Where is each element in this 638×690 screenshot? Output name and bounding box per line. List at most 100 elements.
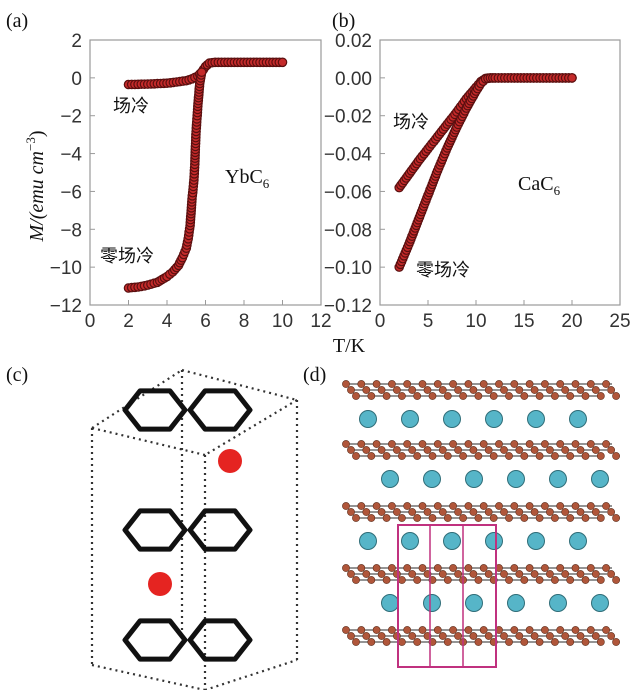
carbon-atom [495, 380, 503, 388]
carbon-atom [443, 638, 452, 646]
carbon-atom [602, 502, 610, 510]
unit-cell-box [90, 368, 299, 690]
hexagon-ring [122, 618, 188, 662]
carbon-atom [541, 626, 549, 634]
y-tick-label: −8 [60, 220, 82, 241]
carbon-atom [382, 452, 391, 460]
carbon-atom [352, 514, 360, 522]
carbon-atom [352, 638, 360, 646]
hexagon-ring [122, 508, 188, 552]
carbon-atom [464, 380, 473, 388]
carbon-atom [377, 570, 386, 578]
carbon-atom [515, 570, 524, 578]
calcium-layer [359, 410, 587, 428]
carbon-atom [397, 638, 406, 646]
carbon-layer [342, 502, 620, 522]
carbon-atom [556, 502, 565, 510]
cell-edge [91, 369, 183, 429]
carbon-atom [387, 564, 396, 572]
carbon-atom [413, 638, 422, 646]
carbon-atom [556, 626, 565, 634]
carbon-atom [387, 380, 396, 388]
carbon-atom [397, 514, 406, 522]
carbon-atom [367, 514, 376, 522]
series-label-zero-field-cooled: 零场冷 [416, 260, 470, 281]
carbon-atom [392, 632, 401, 640]
carbon-atom [510, 502, 519, 510]
carbon-atom [438, 508, 447, 516]
cell-edge [181, 368, 298, 402]
carbon-atom [586, 502, 595, 510]
carbon-atom [392, 386, 401, 394]
carbon-atom [403, 380, 412, 388]
carbon-atom [612, 514, 620, 522]
carbon-atom [464, 440, 473, 448]
carbon-atom [500, 446, 508, 454]
carbon-atom [530, 446, 539, 454]
carbon-atom [571, 626, 580, 634]
y-tick-label: −0.08 [324, 220, 372, 241]
calcium-atom [359, 532, 377, 550]
carbon-atom [571, 502, 580, 510]
carbon-atom [571, 440, 580, 448]
calcium-atom [591, 594, 609, 612]
series-zero-field-cooled [123, 67, 207, 293]
carbon-atom [474, 576, 483, 584]
carbon-atom [495, 502, 503, 510]
carbon-atom [581, 576, 590, 584]
carbon-atom [377, 632, 386, 640]
carbon-atom [443, 452, 452, 460]
carbon-atom [479, 440, 488, 448]
data-point [567, 73, 577, 83]
carbon-atom [397, 452, 406, 460]
carbon-atom [342, 564, 350, 572]
data-point [196, 67, 207, 77]
carbon-atom [561, 508, 570, 516]
carbon-atom [520, 638, 529, 646]
compound-label-base: CaC [518, 173, 554, 195]
carbon-atom [566, 638, 575, 646]
carbon-atom [357, 564, 366, 572]
carbon-atom [392, 570, 401, 578]
carbon-atom [612, 638, 620, 646]
y-tick-label: −10 [50, 258, 82, 279]
carbon-atom [469, 508, 478, 516]
carbon-atom [566, 576, 575, 584]
carbon-atom [591, 570, 600, 578]
carbon-atom [367, 392, 376, 400]
carbon-atom [551, 514, 559, 522]
carbon-atom [484, 570, 493, 578]
carbon-atom [418, 626, 427, 634]
carbon-atom [591, 446, 600, 454]
carbon-atom [515, 446, 524, 454]
carbon-atom [535, 452, 544, 460]
carbon-atom [367, 576, 376, 584]
carbon-atom [397, 392, 406, 400]
carbon-atom [367, 452, 376, 460]
carbon-atom [397, 576, 406, 584]
carbon-atom [530, 386, 539, 394]
carbon-atom [602, 626, 610, 634]
carbon-atom [561, 446, 570, 454]
carbon-atom [546, 570, 554, 578]
x-tick-label: 15 [513, 311, 534, 332]
carbon-atom [372, 380, 381, 388]
carbon-atom [362, 508, 371, 516]
hexagon-ring [187, 618, 253, 662]
carbon-atom [403, 502, 412, 510]
carbon-atom [591, 508, 600, 516]
carbon-atom [561, 632, 570, 640]
y-tick-label: 2 [71, 31, 82, 52]
carbon-atom [551, 638, 559, 646]
carbon-atom [520, 392, 529, 400]
carbon-atom [566, 452, 575, 460]
carbon-atom [596, 392, 605, 400]
calcium-atom [381, 594, 399, 612]
y-tick-label: −0.02 [324, 107, 372, 128]
carbon-atom [607, 446, 615, 454]
calcium-atom [507, 470, 525, 488]
y-axis-label-close: ) [26, 130, 48, 137]
carbon-atom [408, 386, 417, 394]
x-tick-label: 5 [423, 311, 434, 332]
carbon-atom [576, 386, 585, 394]
